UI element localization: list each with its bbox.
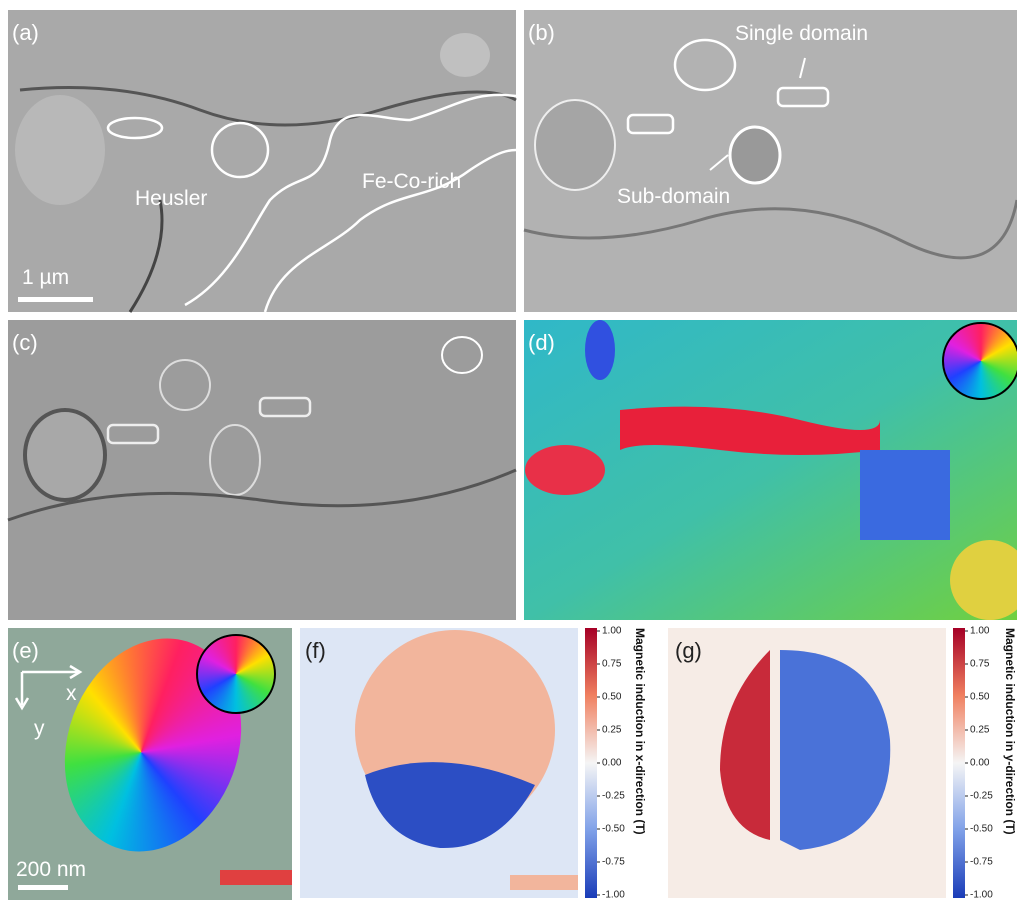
panel-label: (a) [12,20,39,45]
tick-label: -0.25 [602,791,625,802]
tick-label: -0.75 [970,857,993,868]
tick-label: -1.00 [602,890,625,900]
tick-label: 1.00 [602,626,622,637]
panel-label: (c) [12,330,38,355]
tick-label: -0.25 [970,791,993,802]
tick-label: -0.50 [970,824,993,835]
panel-label: (e) [12,638,39,663]
panel-c: (c) [8,320,516,620]
color-wheel [196,634,276,714]
panel-label: (b) [528,20,555,45]
tick-label: 0.75 [602,659,622,670]
panel-f: (f) Magnetic induction in x-direction (T… [300,628,647,898]
scale-bar-label: 200 nm [16,858,86,881]
tick-label: 0.50 [602,692,622,703]
tick-label: 1.00 [970,626,990,637]
tick-label: -0.50 [602,824,625,835]
colorbar-title: Magnetic induction in y-direction (T) [1003,628,1017,835]
tick-label: 0.00 [970,758,990,769]
tick-label: 0.75 [970,659,990,670]
tick-label: -0.75 [602,857,625,868]
annotation: Heusler [135,187,207,210]
annotation: Fe-Co-rich [362,170,461,193]
panel-label: (d) [528,330,555,355]
tick-label: 0.25 [602,725,622,736]
colorbar [585,628,597,898]
panel-label: (f) [305,638,326,663]
annotation: Single domain [735,22,868,45]
panel-a: (a) Heusler Fe-Co-rich 1 µm [8,10,516,312]
tick-label: 0.25 [970,725,990,736]
tick-label: -1.00 [970,890,993,900]
figure: (a) Heusler Fe-Co-rich 1 µm (b) Single d… [0,0,1017,900]
axis-label: x [66,682,77,705]
tick-label: 0.00 [602,758,622,769]
color-wheel [942,322,1017,400]
panel-g: (g) Magnetic induction in y-direction (T… [668,628,1017,898]
colorbar-title: Magnetic induction in x-direction (T) [633,628,647,835]
tick-label: 0.50 [970,692,990,703]
panel-label: (g) [675,638,702,663]
colorbar [953,628,965,898]
panel-b: (b) Single domain Sub-domain [524,10,1017,312]
scale-bar-label: 1 µm [22,266,69,289]
annotation: Sub-domain [617,185,730,208]
axis-label: y [34,717,45,740]
